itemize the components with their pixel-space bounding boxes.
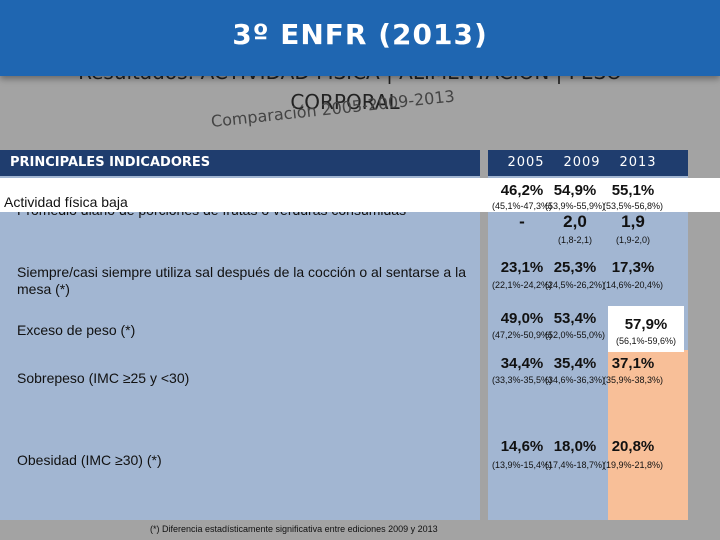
ci-overweight-2013: (35,9%-38,3%) xyxy=(602,375,664,385)
subtitle-bottom: CORPORAL xyxy=(290,90,400,114)
value-overweight-2009: 35,4% xyxy=(553,355,597,372)
ci-fruits-2009: (1,8-2,1) xyxy=(557,235,592,245)
ci-excess-2009: (52,0%-55,0%) xyxy=(544,330,606,340)
ci-obesity-2009: (17,4%-18,7%) xyxy=(544,460,606,470)
row-label-salt: Siempre/casi siempre utiliza sal después… xyxy=(17,264,467,297)
value-salt-2009: 25,3% xyxy=(553,259,597,276)
slide-title: 3º ENFR (2013) xyxy=(232,18,488,51)
ci-activity-2005: (45,1%-47,3%) xyxy=(491,201,553,211)
value-overweight-2013: 37,1% xyxy=(611,355,655,372)
ci-activity-2009: (53,9%-55,9%) xyxy=(544,201,606,211)
value-excess-2013: 57,9% xyxy=(624,316,668,333)
row-label-physical-activity: Actividad física baja xyxy=(4,194,128,210)
value-obesity-2005: 14,6% xyxy=(500,438,544,455)
value-salt-2013: 17,3% xyxy=(611,259,655,276)
ci-salt-2013: (14,6%-20,4%) xyxy=(602,280,664,290)
value-overweight-2005: 34,4% xyxy=(500,355,544,372)
highlight-badge-2013 xyxy=(608,306,684,352)
value-fruits-2013: 1,9 xyxy=(621,212,645,231)
ci-excess-2005: (47,2%-50,9%) xyxy=(491,330,553,340)
title-bar xyxy=(0,0,720,76)
value-excess-2009: 53,4% xyxy=(553,310,597,327)
value-activity-2013: 55,1% xyxy=(611,182,655,199)
ci-obesity-2005: (13,9%-15,4%) xyxy=(491,460,553,470)
year-header-2009: 2009 xyxy=(563,155,601,170)
ci-fruits-2013: (1,9-2,0) xyxy=(615,235,650,245)
row-label-excess-weight: Exceso de peso (*) xyxy=(17,322,136,338)
row-band-physical-activity xyxy=(0,178,720,212)
value-activity-2009: 54,9% xyxy=(553,182,597,199)
value-fruits-2009: 2,0 xyxy=(563,212,587,231)
row-label-overweight: Sobrepeso (IMC ≥25 y <30) xyxy=(17,370,190,386)
value-fruits-2005: - xyxy=(519,212,525,231)
ci-salt-2005: (22,1%-24,2%) xyxy=(491,280,553,290)
row-label-obesity: Obesidad (IMC ≥30) (*) xyxy=(17,452,162,468)
ci-overweight-2009: (34,6%-36,3%) xyxy=(544,375,606,385)
header-indicators-label: PRINCIPALES INDICADORES xyxy=(10,155,211,170)
year-header-2005: 2005 xyxy=(507,155,545,170)
ci-salt-2009: (24,5%-26,2%) xyxy=(544,280,606,290)
value-obesity-2009: 18,0% xyxy=(553,438,597,455)
table-header-left xyxy=(0,150,480,176)
ci-activity-2013: (53,5%-56,8%) xyxy=(602,201,664,211)
value-obesity-2013: 20,8% xyxy=(611,438,655,455)
value-salt-2005: 23,1% xyxy=(500,259,544,276)
year-header-2013: 2013 xyxy=(619,155,657,170)
value-activity-2005: 46,2% xyxy=(500,182,544,199)
ci-obesity-2013: (19,9%-21,8%) xyxy=(602,460,664,470)
ci-excess-2013: (56,1%-59,6%) xyxy=(615,336,677,346)
table-header-right xyxy=(488,150,688,176)
value-excess-2005: 49,0% xyxy=(500,310,544,327)
highlight-2013-column xyxy=(608,350,688,520)
ci-overweight-2005: (33,3%-35,5%) xyxy=(491,375,553,385)
footnote: (*) Diferencia estadísticamente signific… xyxy=(150,524,438,534)
